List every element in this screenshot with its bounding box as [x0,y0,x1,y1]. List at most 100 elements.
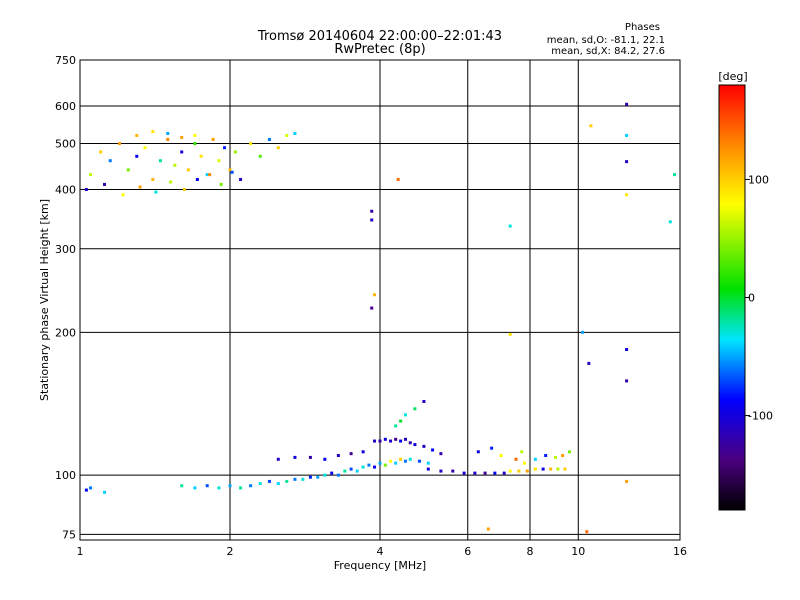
colorbar-ticks: 100 0 -100 [745,173,773,423]
data-point [108,159,112,163]
data-point [523,461,527,465]
data-point [476,450,480,454]
y-tick-label: 400 [55,184,76,197]
y-tick-label: 600 [55,100,76,113]
data-point [399,419,403,423]
data-point [408,441,412,445]
data-point [367,463,371,467]
chart-title: Tromsø 20140604 22:00:00–22:01:43 [257,29,502,44]
data-point [285,479,289,483]
data-point [517,469,521,473]
data-point [587,361,591,365]
data-point [217,159,221,163]
data-point [520,450,524,454]
data-point [151,177,155,181]
data-point [349,452,353,456]
data-point [336,473,340,477]
data-point [394,424,398,428]
data-point [673,173,677,177]
data-point [276,457,280,461]
y-tick-label: 100 [55,469,76,482]
data-point [508,332,512,336]
stats-x-mode: mean, sd,X: 84.2, 27.6 [551,46,665,57]
data-point [301,477,305,481]
data-point [135,154,139,158]
data-point [514,457,518,461]
data-point [668,220,672,224]
data-point [355,469,359,473]
y-tick-label: 750 [55,54,76,67]
data-point [439,452,443,456]
data-point [193,486,197,490]
data-point [373,439,377,443]
data-point [370,218,374,222]
data-point [399,439,403,443]
data-point [154,190,158,194]
data-point [182,188,186,192]
data-point [370,209,374,213]
data-point [585,530,589,534]
data-point [383,437,387,441]
data-point [581,330,585,334]
data-point [567,450,571,454]
data-point [553,455,557,459]
data-point [228,168,232,172]
x-tick-label: 2 [227,545,234,558]
data-point [373,465,377,469]
data-point [89,486,93,490]
x-tick-label: 1 [77,545,84,558]
data-point [84,488,88,492]
data-point [439,469,443,473]
colorbar-label: [deg] [718,70,747,83]
data-point [486,527,490,531]
data-point [625,193,629,197]
data-point [544,454,548,458]
data-point [383,463,387,467]
data-point [451,469,455,473]
data-point [267,479,271,483]
data-point [508,224,512,228]
data-point [166,131,170,135]
data-point [396,177,400,181]
x-axis-label: Frequency [MHz] [334,559,426,572]
data-point [84,188,88,192]
data-point [258,482,262,486]
x-tick-label: 4 [377,545,384,558]
data-point [533,457,537,461]
data-point [173,163,177,167]
data-point [589,124,593,128]
y-axis-label: Stationary phase Virtual Height [km] [38,199,51,401]
data-point [126,168,130,172]
x-tick-labels: 1 2 4 6 8 10 16 [77,545,688,558]
data-point [343,469,347,473]
data-point [205,484,209,488]
data-point [361,465,365,469]
x-tick-label: 8 [527,545,534,558]
y-tick-label: 500 [55,138,76,151]
data-point [205,173,209,177]
data-point [483,471,487,475]
data-point [180,150,184,154]
data-point [117,142,121,146]
data-point [490,446,494,450]
data-point [625,479,629,483]
data-point [473,471,477,475]
data-point [370,306,374,310]
data-point [323,457,327,461]
data-point [625,160,629,164]
data-point [403,413,407,417]
data-point [166,137,170,141]
y-tick-label: 300 [55,243,76,256]
data-point [293,455,297,459]
colorbar [718,84,746,511]
data-point [403,459,407,463]
data-point [293,131,297,135]
data-point [285,133,289,137]
data-point [625,348,629,352]
stats-o-mode: mean, sd,O: -81.1, 22.1 [547,35,665,46]
x-tick-label: 16 [673,545,687,558]
data-point [394,437,398,441]
data-point [625,102,629,106]
data-point [378,461,382,465]
